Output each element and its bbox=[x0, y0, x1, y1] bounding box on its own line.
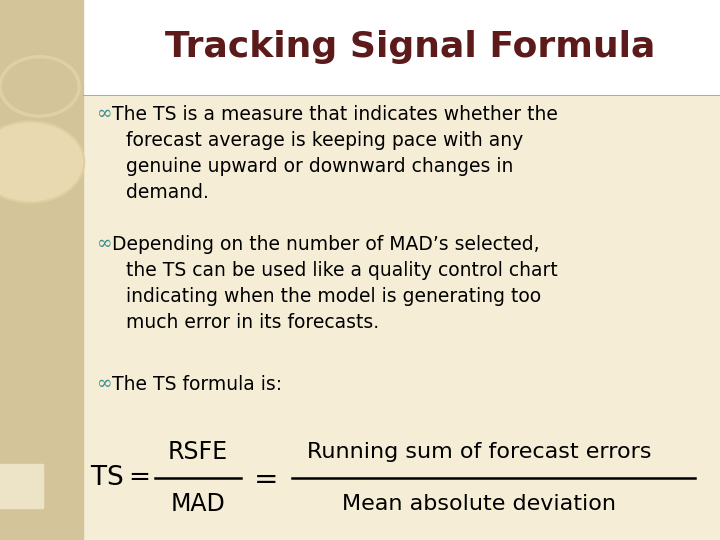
Bar bbox=[0, 0, 83, 540]
Text: indicating when the model is generating too: indicating when the model is generating … bbox=[126, 287, 541, 306]
Text: $=$: $=$ bbox=[248, 464, 277, 492]
Text: demand.: demand. bbox=[126, 183, 209, 202]
Text: ∞: ∞ bbox=[97, 375, 113, 393]
Text: The TS formula is:: The TS formula is: bbox=[112, 375, 282, 394]
Text: the TS can be used like a quality control chart: the TS can be used like a quality contro… bbox=[126, 261, 558, 280]
Circle shape bbox=[0, 122, 84, 202]
Text: Mean absolute deviation: Mean absolute deviation bbox=[342, 494, 616, 514]
Text: Depending on the number of MAD’s selected,: Depending on the number of MAD’s selecte… bbox=[112, 235, 539, 254]
Text: The TS is a measure that indicates whether the: The TS is a measure that indicates wheth… bbox=[112, 105, 557, 124]
Text: genuine upward or downward changes in: genuine upward or downward changes in bbox=[126, 157, 513, 176]
Text: RSFE: RSFE bbox=[168, 440, 228, 464]
Text: MAD: MAD bbox=[171, 492, 225, 516]
Text: Running sum of forecast errors: Running sum of forecast errors bbox=[307, 442, 651, 462]
Text: $\mathregular{TS}=$: $\mathregular{TS}=$ bbox=[90, 465, 149, 491]
Text: Tracking Signal Formula: Tracking Signal Formula bbox=[165, 30, 656, 64]
Text: much error in its forecasts.: much error in its forecasts. bbox=[126, 313, 379, 332]
Bar bbox=[0, 464, 43, 508]
Text: forecast average is keeping pace with any: forecast average is keeping pace with an… bbox=[126, 131, 523, 150]
Bar bbox=[83, 0, 720, 94]
Text: ∞: ∞ bbox=[97, 105, 113, 123]
Text: ∞: ∞ bbox=[97, 235, 113, 253]
